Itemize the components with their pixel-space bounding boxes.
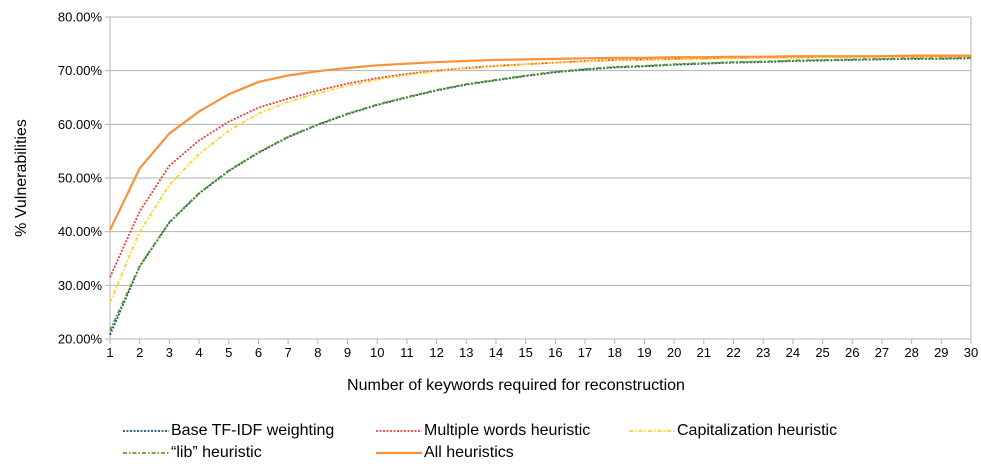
x-tick-label: 24: [786, 345, 800, 360]
legend-label: “lib” heuristic: [171, 444, 262, 461]
x-tick-label: 30: [964, 345, 978, 360]
x-tick-label: 29: [934, 345, 948, 360]
legend-row: “lib” heuristic All heuristics: [123, 442, 923, 464]
legend-swatch: [376, 430, 422, 432]
legend-label: Multiple words heuristic: [424, 422, 591, 439]
legend-swatch: [123, 430, 169, 432]
legend-label: All heuristics: [424, 444, 514, 461]
x-axis-title: Number of keywords required for reconstr…: [347, 377, 685, 394]
x-tick-label: 8: [314, 345, 321, 360]
x-tick-label: 3: [166, 345, 173, 360]
x-tick-label: 6: [255, 345, 262, 360]
x-tick-label: 21: [697, 345, 711, 360]
legend-swatch: [376, 451, 422, 455]
legend-swatch: [629, 430, 675, 432]
series-line-2: [109, 55, 972, 303]
legend: Base TF-IDF weighting Multiple words heu…: [123, 420, 923, 464]
y-tick-label: 40.00%: [58, 224, 103, 239]
x-tick-label: 25: [815, 345, 829, 360]
x-tick-label: 18: [607, 345, 621, 360]
series-line-4: [109, 54, 971, 231]
x-tick-label: 15: [518, 345, 532, 360]
x-tick-label: 16: [548, 345, 562, 360]
x-tick-label: 28: [904, 345, 918, 360]
x-tick-label: 9: [344, 345, 351, 360]
legend-item-lib: “lib” heuristic: [123, 444, 376, 462]
x-tick-label: 5: [225, 345, 232, 360]
x-tick-label: 2: [136, 345, 143, 360]
x-tick-label: 14: [489, 345, 503, 360]
series-line-0: [109, 57, 972, 336]
x-tick-label: 1: [106, 345, 113, 360]
legend-item-all-heuristics: All heuristics: [376, 444, 514, 462]
x-tick-label: 26: [845, 345, 859, 360]
legend-item-multiple-words: Multiple words heuristic: [376, 422, 629, 440]
x-tick-label: 27: [875, 345, 889, 360]
y-tick-label: 80.00%: [58, 10, 103, 25]
gridlines: [110, 16, 971, 340]
x-tick-label: 20: [667, 345, 681, 360]
y-tick-label: 50.00%: [58, 171, 103, 186]
x-tick-label: 10: [370, 345, 384, 360]
x-tick-label: 17: [578, 345, 592, 360]
y-tick-label: 60.00%: [58, 117, 103, 132]
tick-labels: 20.00% 30.00% 40.00% 50.00% 60.00% 70.00% 80.0…: [58, 10, 978, 361]
x-tick-label: 13: [459, 345, 473, 360]
y-tick-label: 20.00%: [58, 332, 103, 347]
y-axis-title: % Vulnerabilities: [13, 119, 30, 237]
x-tick-label: 23: [756, 345, 770, 360]
legend-row: Base TF-IDF weighting Multiple words heu…: [123, 420, 923, 442]
x-tick-label: 22: [726, 345, 740, 360]
x-tick-label: 12: [429, 345, 443, 360]
series-line-3: [109, 56, 972, 331]
series-lines: [109, 54, 972, 336]
legend-label: Base TF-IDF weighting: [171, 422, 335, 439]
legend-item-capitalization: Capitalization heuristic: [629, 422, 837, 440]
x-tick-label: 19: [637, 345, 651, 360]
x-tick-label: 4: [195, 345, 202, 360]
axes: [105, 16, 972, 344]
x-tick-label: 11: [400, 345, 414, 360]
x-tick-label: 7: [285, 345, 292, 360]
legend-item-base-tfidf: Base TF-IDF weighting: [123, 422, 376, 440]
legend-swatch: [123, 452, 169, 454]
series-line-1: [109, 55, 971, 278]
y-tick-label: 70.00%: [58, 63, 103, 78]
legend-label: Capitalization heuristic: [677, 422, 838, 439]
y-tick-label: 30.00%: [58, 278, 103, 293]
line-chart: 20.00% 30.00% 40.00% 50.00% 60.00% 70.00% 80.0…: [13, 10, 978, 395]
